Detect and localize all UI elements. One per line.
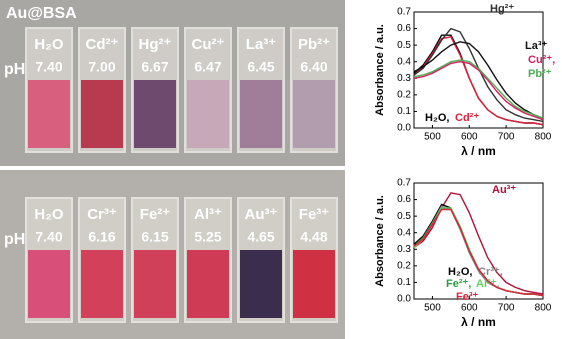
series-label: Fe³⁺ [456,291,479,303]
ph-value: 7.40 [35,229,62,245]
cuvette-label: Cr³⁺ [87,206,117,223]
x-tick-label: 700 [498,132,515,143]
series-label: H₂O, [448,266,472,278]
series-label: H₂O, [425,112,449,124]
series-label: Cr³⁺, [478,266,503,278]
cuvette-label: H₂O [34,206,63,223]
spectrum-line [413,36,544,126]
spectrum-line [413,208,544,297]
cuvette-label: Fe²⁺ [140,206,171,223]
y-tick-label: 0.4 [397,56,411,67]
x-tick-label: 500 [424,132,441,143]
y-axis-label: Absorbance / a.u. [374,24,386,116]
spectrum-line [413,27,544,123]
y-tick-label: 0.6 [397,23,411,34]
y-tick-label: 0.0 [397,123,411,134]
y-tick-label: 0.4 [397,227,411,238]
y-tick-label: 0.3 [397,73,411,84]
series-label: Fe²⁺, [446,278,471,290]
solution [293,80,335,148]
y-tick-label: 0.5 [397,211,411,222]
x-tick-label: 500 [424,303,441,314]
series-label: Cu²⁺, [528,54,555,66]
cuvette-label: Pb²⁺ [298,36,330,53]
cuvette-label: Hg²⁺ [139,36,172,53]
cuvette-label: La³⁺ [246,36,277,53]
y-tick-label: 0.3 [397,244,411,255]
solution [28,80,70,148]
solution [187,80,229,148]
y-tick-label: 0.6 [397,194,411,205]
spectrum-line [413,59,544,119]
cuvette-label: Au³⁺ [245,206,278,223]
spectrum-line [413,192,544,295]
y-axis-label: Absorbance / a.u. [374,195,386,287]
x-tick-label: 600 [461,132,478,143]
solution [240,250,282,318]
x-axis-label: λ / nm [461,144,496,158]
ph-value: 4.65 [247,229,274,245]
cuvette-label: Cd²⁺ [86,36,119,53]
plot-frame [413,11,544,129]
x-tick-label: 600 [461,303,478,314]
y-tick-label: 0.1 [397,277,411,288]
ph-label: pH [4,231,25,248]
series-label: Al³⁺, [476,278,500,290]
ph-value: 6.47 [194,59,221,75]
ph-value: 6.45 [247,59,274,75]
series-label: La³⁺ [525,40,548,52]
y-tick-label: 0.1 [397,106,411,117]
solution [28,250,70,318]
series-label: Hg²⁺ [490,3,514,15]
x-tick-label: 800 [535,303,552,314]
solution [293,250,335,318]
series-label: Cd²⁺ [455,112,479,124]
ph-value: 6.67 [141,59,168,75]
cuvette-label: Al³⁺ [194,206,222,223]
y-tick-label: 0.5 [397,40,411,51]
solution [134,250,176,318]
solution [81,250,123,318]
y-tick-label: 0.2 [397,260,411,271]
y-tick-label: 0.2 [397,89,411,100]
cuvette-label: Fe³⁺ [299,206,330,223]
y-tick-label: 0.7 [397,178,411,189]
cuvette-label: H₂O [34,36,63,53]
x-axis-label: λ / nm [461,315,496,329]
ph-value: 6.16 [88,229,115,245]
spectrum-line [413,41,544,119]
solution [81,80,123,148]
y-tick-label: 0.0 [397,294,411,305]
solution [134,80,176,148]
ph-value: 5.25 [194,229,221,245]
ph-label: pH [4,61,25,78]
photo-title: Au@BSA [6,5,77,22]
solution [187,250,229,318]
ph-value: 7.00 [88,59,115,75]
cuvette-label: Cu²⁺ [192,36,225,53]
x-tick-label: 700 [498,303,515,314]
y-tick-label: 0.7 [397,7,411,18]
x-tick-label: 800 [535,132,552,143]
series-label: Au³⁺ [492,184,516,196]
ph-value: 6.15 [141,229,168,245]
plot-frame [413,182,544,300]
series-label: Pb²⁺ [528,68,552,80]
ph-value: 7.40 [35,59,62,75]
ph-value: 6.40 [300,59,327,75]
ph-value: 4.48 [300,229,327,245]
solution [240,80,282,148]
spectrum-line [413,60,544,121]
